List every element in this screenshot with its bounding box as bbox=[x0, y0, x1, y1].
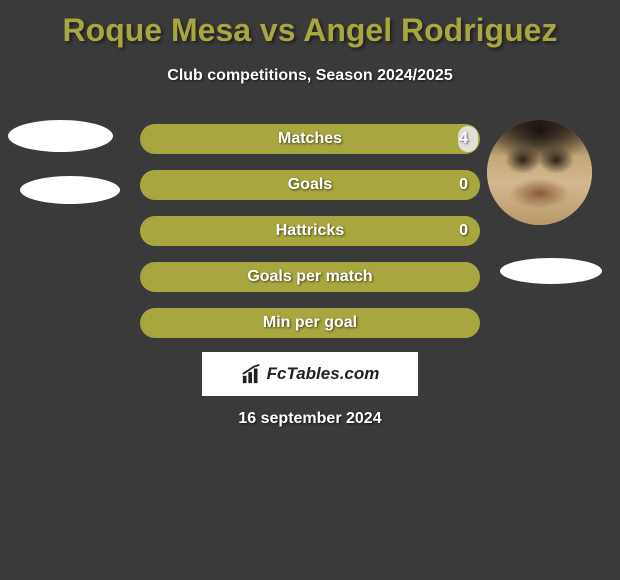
date-label: 16 september 2024 bbox=[0, 410, 620, 428]
source-logo-box: FcTables.com bbox=[202, 352, 418, 396]
stat-value: 0 bbox=[459, 176, 468, 194]
stat-label: Goals bbox=[288, 176, 332, 194]
stat-row-matches: Matches 4 bbox=[140, 124, 480, 154]
player-right-avatar bbox=[487, 120, 592, 225]
stat-row-min-per-goal: Min per goal bbox=[140, 308, 480, 338]
subtitle: Club competitions, Season 2024/2025 bbox=[0, 67, 620, 85]
stat-label: Hattricks bbox=[276, 222, 344, 240]
stat-label: Goals per match bbox=[247, 268, 372, 286]
source-logo: FcTables.com bbox=[241, 363, 380, 385]
stat-row-goals: Goals 0 bbox=[140, 170, 480, 200]
stat-row-hattricks: Hattricks 0 bbox=[140, 216, 480, 246]
stat-label: Matches bbox=[278, 130, 342, 148]
stat-value: 4 bbox=[459, 130, 468, 148]
comparison-card: Roque Mesa vs Angel Rodriguez Club compe… bbox=[0, 0, 620, 580]
stat-value: 0 bbox=[459, 222, 468, 240]
bar-chart-icon bbox=[241, 363, 263, 385]
stats-panel: Matches 4 Goals 0 Hattricks 0 Goals per … bbox=[140, 124, 480, 354]
page-title: Roque Mesa vs Angel Rodriguez bbox=[0, 0, 620, 49]
player-left-avatar-shape-2 bbox=[20, 176, 120, 204]
stat-row-goals-per-match: Goals per match bbox=[140, 262, 480, 292]
player-right-avatar-shape-2 bbox=[500, 258, 602, 284]
stat-label: Min per goal bbox=[263, 314, 357, 332]
player-left-avatar-shape-1 bbox=[8, 120, 113, 152]
source-logo-text: FcTables.com bbox=[267, 364, 380, 384]
